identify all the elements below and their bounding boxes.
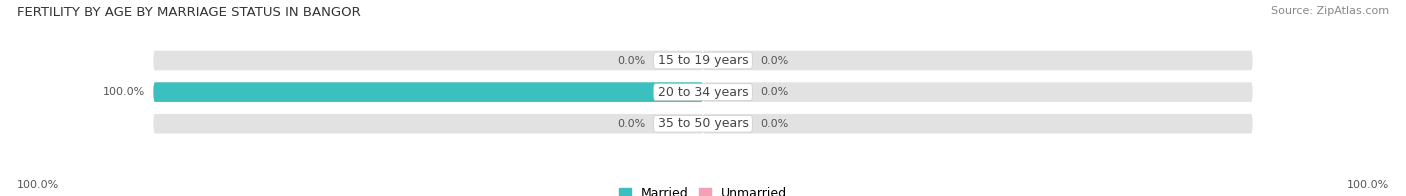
Text: 0.0%: 0.0% [617, 55, 645, 65]
Text: 100.0%: 100.0% [103, 87, 145, 97]
FancyBboxPatch shape [703, 114, 1253, 133]
FancyBboxPatch shape [153, 82, 703, 102]
Text: FERTILITY BY AGE BY MARRIAGE STATUS IN BANGOR: FERTILITY BY AGE BY MARRIAGE STATUS IN B… [17, 6, 360, 19]
Text: 100.0%: 100.0% [1347, 180, 1389, 190]
Text: 15 to 19 years: 15 to 19 years [658, 54, 748, 67]
FancyBboxPatch shape [654, 52, 752, 69]
Text: 20 to 34 years: 20 to 34 years [658, 86, 748, 99]
FancyBboxPatch shape [703, 51, 1253, 70]
FancyBboxPatch shape [654, 84, 752, 100]
Legend: Married, Unmarried: Married, Unmarried [613, 182, 793, 196]
Text: Source: ZipAtlas.com: Source: ZipAtlas.com [1271, 6, 1389, 16]
Text: 100.0%: 100.0% [17, 180, 59, 190]
Text: 0.0%: 0.0% [761, 119, 789, 129]
FancyBboxPatch shape [153, 51, 703, 70]
FancyBboxPatch shape [153, 82, 703, 102]
FancyBboxPatch shape [153, 114, 703, 133]
Text: 0.0%: 0.0% [761, 55, 789, 65]
Text: 35 to 50 years: 35 to 50 years [658, 117, 748, 130]
Text: 0.0%: 0.0% [617, 119, 645, 129]
FancyBboxPatch shape [654, 115, 752, 132]
Text: 0.0%: 0.0% [761, 87, 789, 97]
FancyBboxPatch shape [703, 82, 1253, 102]
